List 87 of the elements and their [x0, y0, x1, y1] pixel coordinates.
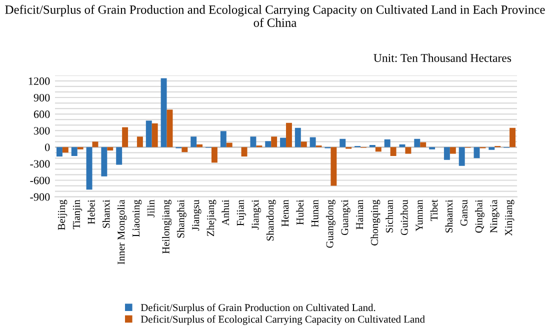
bar	[265, 141, 272, 148]
x-tick-label: Yunnan	[416, 200, 423, 232]
bar	[71, 147, 78, 156]
bar	[146, 120, 152, 148]
bar	[420, 142, 426, 148]
x-tick-label: Henan	[282, 200, 289, 226]
bar	[160, 78, 167, 148]
x-tick-label: Shanghai	[176, 200, 186, 238]
x-tick-label: Liaoning	[132, 200, 142, 237]
bar	[196, 144, 203, 148]
x-tick-label: Shaanxi	[445, 200, 453, 232]
bar	[330, 147, 337, 186]
x-tick-label: Ningxia	[490, 200, 500, 233]
bar	[444, 147, 450, 160]
bar	[166, 110, 173, 148]
legend-label: Deficit/Surplus of Ecological Carrying Capacity on Cultivated Land	[140, 315, 425, 325]
bar	[92, 142, 98, 148]
bar	[62, 147, 68, 153]
bar	[474, 147, 480, 158]
x-tick-label: Hebei	[88, 200, 95, 224]
bar	[310, 137, 316, 148]
x-tick-label: Jilin	[147, 200, 154, 218]
x-tick-label: Hunan	[311, 200, 318, 228]
bar	[271, 136, 278, 148]
x-tick-label: Guizhou	[400, 200, 408, 236]
bar	[86, 147, 92, 190]
bar	[122, 127, 128, 148]
x-tick-label: Guangdong	[326, 200, 336, 248]
x-tick-label: Jiangsu	[192, 200, 202, 231]
x-tick-label: Hubei	[296, 200, 304, 225]
bar	[294, 128, 301, 148]
bar	[414, 138, 420, 148]
bar	[384, 139, 390, 148]
bar	[300, 142, 307, 148]
x-tick-label: Anhui	[222, 200, 229, 226]
x-tick-label: Fujian	[236, 200, 246, 226]
x-tick-label: Beijing	[58, 200, 68, 230]
x-tick-label: Sichuan	[386, 200, 393, 232]
text: Unit: Ten Thousand Hectares	[374, 54, 512, 62]
bar	[116, 147, 122, 165]
bar	[450, 147, 456, 154]
y-tick-label: 600	[34, 110, 50, 118]
bar	[220, 131, 226, 148]
y-tick-label: -300	[30, 160, 50, 168]
x-tick-label: Shanxi	[102, 200, 110, 228]
bar	[405, 147, 412, 154]
bar	[107, 147, 114, 150]
bar	[211, 147, 218, 163]
y-tick-label: 900	[34, 94, 50, 102]
y-tick-label: 300	[34, 127, 50, 135]
bar	[101, 147, 108, 176]
x-tick-label: Tianjin	[72, 200, 82, 230]
bar	[241, 147, 248, 157]
x-tick-label: Inner Mongolia	[117, 200, 127, 264]
x-tick-label: Gansu	[460, 200, 468, 226]
x-tick-label: Xinjiang	[505, 200, 514, 236]
bar	[250, 136, 256, 148]
x-tick-label: Shandong	[266, 200, 276, 241]
bar	[488, 147, 495, 150]
x-tick-label: Chongqing	[370, 200, 380, 246]
bar	[369, 144, 376, 148]
chart-title: Deficit/Surplus of Grain Production and Ecological Carrying Capacity on Cultivated Land in Each Province of China	[5, 4, 545, 27]
legend-label: Deficit/Surplus of Grain Production on Cultivated Land.	[140, 304, 376, 314]
bar	[510, 128, 516, 148]
bar	[56, 147, 62, 157]
x-tick-label: Guangxi	[341, 200, 350, 236]
y-tick-label: 0	[45, 144, 50, 152]
y-tick-label: 1200	[28, 77, 50, 85]
bar	[286, 122, 292, 148]
x-tick-label: Qinghai	[475, 200, 484, 233]
bar	[152, 123, 158, 148]
x-tick-label: Zhejiang	[206, 200, 216, 236]
bar	[226, 142, 232, 148]
bar	[190, 136, 197, 148]
x-tick-label: Hainan	[356, 200, 364, 230]
y-tick-label: -900	[30, 193, 50, 201]
y-tick-label: -600	[30, 176, 50, 184]
bar	[375, 147, 382, 152]
bar	[182, 147, 188, 152]
bar	[458, 147, 465, 166]
x-tick-label: Tibet	[430, 200, 438, 222]
bar	[136, 136, 143, 148]
x-tick-label: Heilongjiang	[162, 200, 172, 254]
bar	[340, 138, 346, 148]
bar	[280, 138, 286, 148]
bar	[390, 147, 396, 156]
x-tick-label: Jiangxi	[252, 200, 261, 230]
